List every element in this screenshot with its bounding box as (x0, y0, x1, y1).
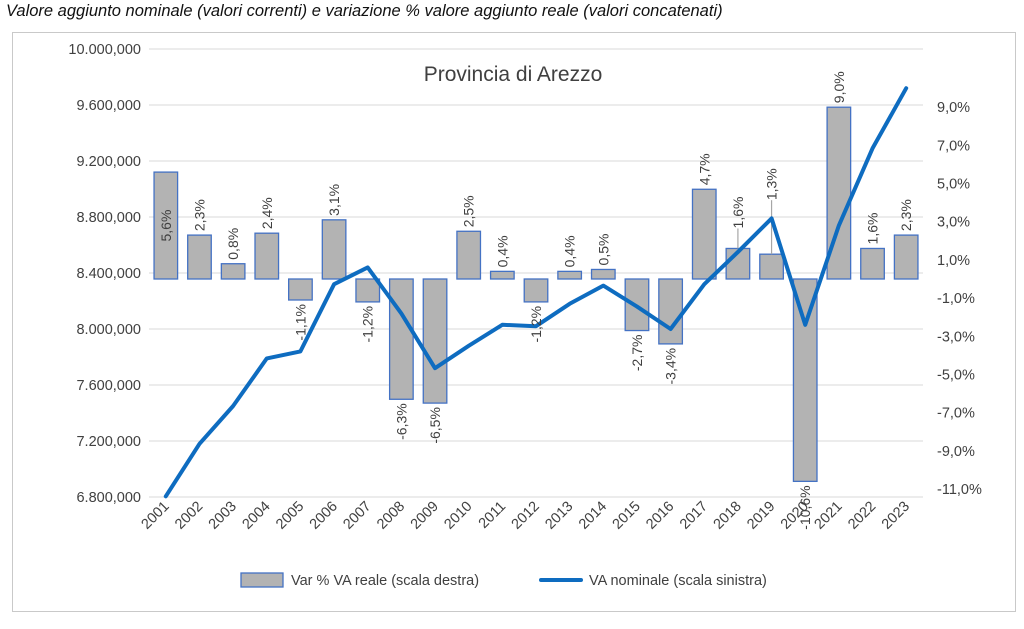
bar-data-label: 0,5% (595, 234, 611, 266)
y-right-tick-label: 5,0% (937, 177, 970, 193)
leader-lines (737, 200, 773, 255)
bar (658, 278, 684, 345)
bar-data-label: 1,6% (730, 197, 746, 229)
bar (288, 278, 313, 301)
bar (187, 234, 212, 280)
bar (792, 278, 818, 483)
y-left-tick-label: 8.800,000 (76, 210, 141, 226)
legend: Var % VA reale (scala destra) VA nominal… (240, 572, 767, 589)
y-right-tick-label: 3,0% (937, 215, 970, 231)
bar-data-label: 5,6% (158, 210, 174, 242)
bar-data-label: -6,5% (427, 407, 443, 444)
y-right-tick-label: -9,0% (937, 444, 975, 460)
y-right-tick-label: 7,0% (937, 138, 970, 154)
bar (557, 270, 583, 280)
bar (355, 278, 381, 303)
bar-data-label: -6,3% (393, 403, 409, 440)
y-left-tick-label: 9.200,000 (76, 154, 141, 170)
y-right-tick-label: -1,0% (937, 291, 975, 307)
bar-data-label: 2,3% (898, 199, 914, 231)
legend-line-label: VA nominale (scala sinistra) (589, 573, 767, 589)
x-tick-label: 2021 (812, 499, 846, 533)
y-right-tick-label: -7,0% (937, 406, 975, 422)
y-right-tick-label: 9,0% (937, 100, 970, 116)
legend-bar-label: Var % VA reale (scala destra) (291, 573, 479, 589)
bar-data-label: 0,4% (494, 235, 510, 267)
x-tick-label: 2009 (408, 499, 442, 533)
bar-data-label: 2,5% (461, 195, 477, 227)
y-right-tick-label: -11,0% (937, 482, 982, 498)
x-tick-label: 2018 (711, 499, 745, 533)
y-right-tick-label: -3,0% (937, 329, 975, 345)
bar (826, 106, 852, 280)
x-tick-label: 2001 (139, 499, 173, 533)
x-tick-label: 2003 (206, 499, 240, 533)
bar (759, 253, 784, 280)
bar-data-label: 2,4% (259, 197, 275, 229)
bar-data-label: -1,1% (292, 304, 308, 341)
page-title: Valore aggiunto nominale (valori corrent… (6, 2, 723, 20)
x-tick-label: 2007 (340, 499, 374, 533)
bar-data-label: -10,6% (797, 485, 813, 529)
y-left-tick-label: 6.800,000 (76, 490, 141, 506)
x-tick-label: 2008 (374, 499, 408, 533)
bar-data-label: 0,8% (225, 228, 241, 260)
x-tick-label: 2002 (172, 499, 206, 533)
y-left-tick-label: 8.400,000 (76, 266, 141, 282)
bar-data-label: 9,0% (831, 71, 847, 103)
bar-data-label: -1,2% (360, 306, 376, 343)
chart-svg: 5,6% 2,3% 0,8% 2,4% -1,1% 3,1% -1,2% -6,3% -6,5%… (68, 42, 982, 589)
x-tick-label: 2023 (879, 499, 913, 533)
bar-data-label: 0,4% (562, 235, 578, 267)
x-tick-label: 2006 (307, 499, 341, 533)
x-tick-label: 2014 (576, 499, 610, 533)
bar-data-label: -3,4% (663, 348, 679, 385)
x-tick-label: 2010 (441, 499, 475, 533)
bar (321, 219, 347, 280)
bar-data-label: -1,2% (528, 306, 544, 343)
x-tick-label: 2005 (273, 499, 307, 533)
y-right-tick-label: 1,0% (937, 253, 970, 269)
x-tick-label: 2022 (845, 499, 879, 533)
line-series (163, 86, 909, 499)
bar (153, 171, 179, 280)
bar (860, 247, 885, 280)
bar (422, 278, 448, 404)
bar (456, 230, 482, 280)
y-left-tick-label: 7.200,000 (76, 434, 141, 450)
legend-bar-swatch (240, 572, 284, 588)
chart-frame: 5,6% 2,3% 0,8% 2,4% -1,1% 3,1% -1,2% -6,3% -6,5%… (12, 32, 1016, 612)
bar (523, 278, 549, 303)
x-tick-label: 2012 (509, 499, 543, 533)
bar (691, 188, 717, 280)
bar-data-label: 1,6% (865, 213, 881, 245)
bar-data-label: 2,3% (191, 199, 207, 231)
y-left-tick-label: 10.000,000 (68, 42, 141, 58)
chart-title: Provincia di Arezzo (424, 63, 603, 86)
x-tick-label: 2019 (744, 499, 778, 533)
bars (153, 106, 919, 483)
x-tick-label: 2016 (643, 499, 677, 533)
bar-data-label: 1,3% (764, 168, 780, 200)
x-tick-label: 2017 (677, 499, 711, 533)
data-labels: 5,6% 2,3% 0,8% 2,4% -1,1% 3,1% -1,2% -6,3% -6,5%… (158, 71, 914, 529)
x-tick-label: 2013 (542, 499, 576, 533)
bar (590, 268, 616, 280)
bar-data-label: 4,7% (696, 153, 712, 185)
bar-data-label: 3,1% (326, 184, 342, 216)
y-right-tick-label: -5,0% (937, 367, 975, 383)
y-left-tick-label: 9.600,000 (76, 98, 141, 114)
x-tick-label: 2015 (610, 499, 644, 533)
x-tick-label: 2004 (239, 499, 273, 533)
bar (388, 278, 414, 400)
y-left-tick-label: 8.000,000 (76, 322, 141, 338)
bar-data-label: -2,7% (629, 335, 645, 372)
x-tick-label: 2011 (476, 499, 509, 532)
bar (489, 270, 515, 280)
bar (893, 234, 919, 280)
bar (254, 232, 280, 280)
bar (220, 263, 246, 280)
y-left-tick-label: 7.600,000 (76, 378, 141, 394)
